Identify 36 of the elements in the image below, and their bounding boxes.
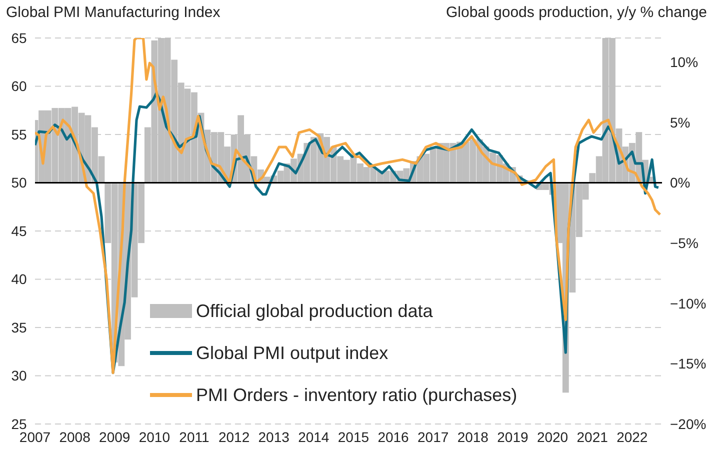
y-tick-label: 60: [11, 78, 27, 94]
y2-tick-label: 5%: [670, 114, 690, 130]
y-tick-label: 30: [11, 368, 27, 384]
y-tick-label: 45: [11, 222, 27, 239]
x-tick-label: 2016: [378, 428, 410, 445]
legend-label: Global PMI output index: [196, 342, 388, 364]
y-tick-label: 40: [11, 271, 27, 288]
x-tick-label: 2017: [418, 428, 449, 445]
y-tick-label: 55: [11, 126, 27, 142]
y-tick-label: 35: [11, 319, 27, 336]
x-tick-label: 2009: [99, 428, 130, 445]
x-tick-label: 2020: [536, 428, 568, 445]
y2-tick-label: −15%: [670, 356, 706, 372]
x-tick-label: 2013: [258, 428, 290, 445]
x-tick-label: 2008: [59, 428, 91, 445]
x-tick-label: 2012: [218, 428, 250, 445]
x-tick-label: 2021: [576, 428, 608, 445]
x-tick-label: 2022: [616, 428, 648, 445]
y2-tick-label: −10%: [670, 295, 706, 312]
y-axis-title: Global PMI Manufacturing Index: [6, 4, 220, 21]
y-tick-label: 50: [11, 174, 27, 191]
x-tick-label: 2010: [138, 428, 170, 445]
y2-axis-title: Global goods production, y/y % change: [446, 4, 707, 21]
y-tick-label: 65: [11, 30, 27, 46]
x-tick-label: 2018: [457, 428, 489, 445]
y2-tick-label: 0%: [670, 174, 690, 191]
x-tick-label: 2015: [338, 428, 370, 445]
y2-tick-label: −20%: [670, 416, 706, 432]
y2-tick-label: 10%: [670, 54, 698, 70]
x-tick-label: 2011: [179, 428, 210, 445]
x-tick-label: 2014: [298, 428, 330, 445]
legend-label: Official global production data: [196, 300, 433, 322]
x-tick-label: 2019: [497, 428, 528, 445]
y2-tick-label: −5%: [670, 235, 698, 252]
legend-label: PMI Orders - inventory ratio (purchases): [196, 384, 518, 406]
line-series: [35, 38, 662, 374]
